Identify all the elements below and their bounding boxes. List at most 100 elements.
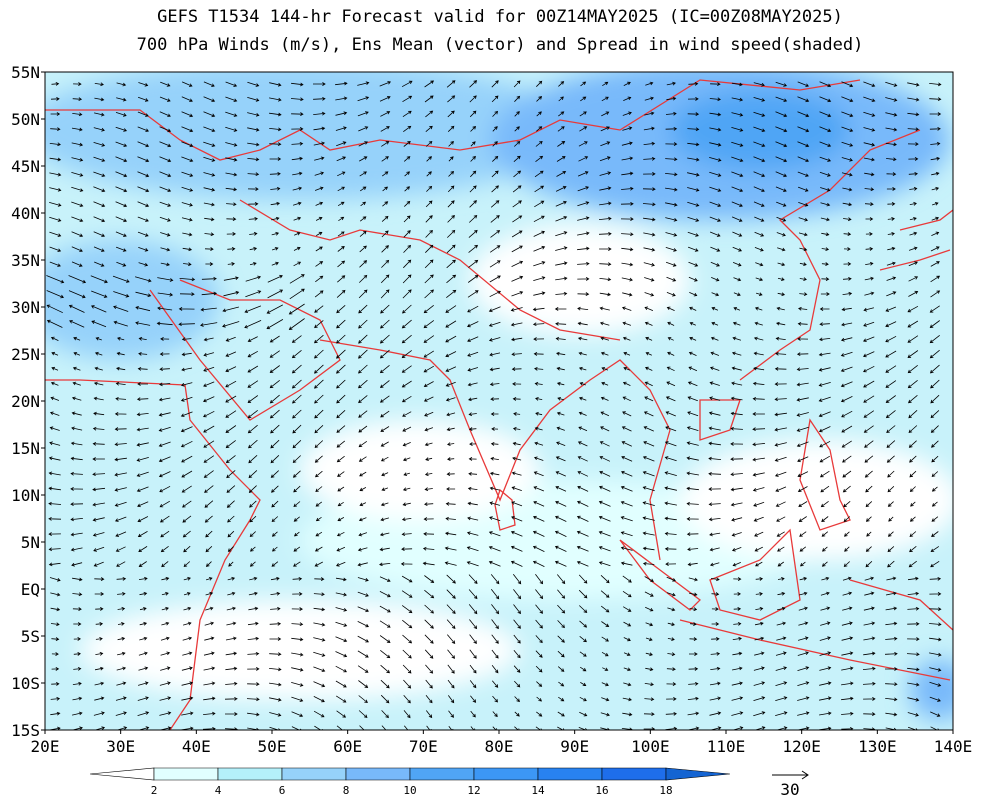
wind-vector [203, 202, 215, 207]
wind-vector [183, 561, 191, 568]
wind-vector [313, 622, 326, 627]
wind-vector [467, 501, 478, 506]
wind-vector [271, 231, 280, 236]
wind-vector [489, 471, 500, 476]
wind-vector [158, 471, 171, 478]
wind-vector [775, 141, 788, 148]
wind-vector [138, 576, 148, 581]
wind-vector [445, 351, 457, 358]
wind-vector [402, 487, 411, 492]
wind-vector [863, 351, 875, 358]
wind-vector [425, 125, 433, 133]
wind-vector [49, 142, 61, 147]
wind-vector [159, 96, 171, 102]
wind-vector [601, 697, 610, 702]
wind-vector [292, 455, 301, 464]
wind-vector [48, 547, 61, 552]
wind-vector [622, 697, 632, 702]
wind-vector [556, 366, 565, 371]
wind-vector [578, 366, 587, 371]
wind-vector [863, 621, 876, 626]
wind-vector [819, 96, 832, 103]
wind-vector [424, 634, 434, 644]
wind-vector [203, 366, 215, 372]
wind-vector [864, 291, 875, 296]
wind-vector [381, 230, 389, 238]
wind-vector [424, 289, 434, 299]
wind-vector [270, 470, 279, 478]
wind-vector [774, 442, 787, 447]
wind-vector [708, 471, 722, 476]
wind-vector [776, 201, 787, 207]
wind-vector [776, 321, 786, 326]
wind-vector [358, 395, 368, 404]
wind-vector [687, 216, 700, 222]
wind-vector [666, 96, 677, 101]
wind-vector [579, 605, 588, 614]
wind-vector [70, 471, 83, 476]
wind-vector [46, 275, 65, 284]
wind-vector [402, 502, 411, 507]
wind-vector [92, 457, 105, 461]
wind-vector [335, 577, 347, 582]
wind-vector [293, 531, 300, 537]
wind-vector [623, 667, 631, 672]
wind-vector [489, 516, 501, 522]
wind-vector [468, 427, 477, 431]
wind-vector [821, 531, 829, 537]
wind-vector [555, 231, 568, 237]
wind-vector [114, 427, 127, 431]
wind-vector [513, 412, 521, 416]
wind-vector [841, 636, 854, 641]
wind-vector [840, 396, 853, 403]
wind-vector [181, 455, 193, 463]
lat-label: 55N [11, 63, 40, 82]
wind-vector [731, 201, 743, 207]
wind-vector [841, 96, 854, 103]
wind-vector [621, 141, 633, 146]
wind-vector [73, 652, 81, 656]
wind-vector [930, 410, 940, 419]
wind-vector [599, 262, 612, 267]
wind-vector [50, 396, 60, 401]
wind-vector [863, 697, 876, 701]
wind-vector [885, 335, 897, 343]
wind-vector [665, 217, 678, 222]
wind-vector [223, 290, 240, 297]
wind-vector [159, 216, 171, 222]
wind-vector [115, 381, 126, 386]
wind-vector [116, 681, 127, 686]
wind-vector [94, 681, 105, 686]
wind-vector [579, 111, 587, 117]
wind-vector [908, 410, 918, 419]
wind-vector [753, 351, 764, 356]
wind-vector [533, 352, 544, 356]
wind-vector [666, 697, 677, 701]
wind-vector [92, 426, 105, 431]
wind-vector [797, 337, 809, 341]
wind-vector [271, 261, 279, 266]
wind-vector [137, 366, 148, 371]
wind-vector [337, 171, 346, 177]
wind-vector [424, 619, 434, 629]
wind-vector [643, 441, 655, 447]
wind-vector [775, 186, 787, 192]
wind-vector [113, 320, 128, 327]
wind-vector [269, 682, 282, 687]
wind-vector [116, 666, 127, 671]
wind-vector [709, 562, 720, 567]
wind-vector [732, 562, 741, 567]
wind-vector [731, 366, 742, 371]
wind-vector [423, 365, 435, 373]
wind-vector [183, 545, 191, 553]
wind-vector [226, 621, 237, 626]
wind-vector [863, 636, 876, 641]
wind-vector [423, 335, 435, 343]
wind-vector [864, 440, 874, 448]
wind-vector [447, 95, 456, 103]
wind-vector [270, 439, 280, 449]
wind-vector [291, 696, 304, 702]
wind-vector [203, 470, 214, 478]
wind-vector [136, 397, 149, 402]
wind-vector [246, 697, 260, 702]
